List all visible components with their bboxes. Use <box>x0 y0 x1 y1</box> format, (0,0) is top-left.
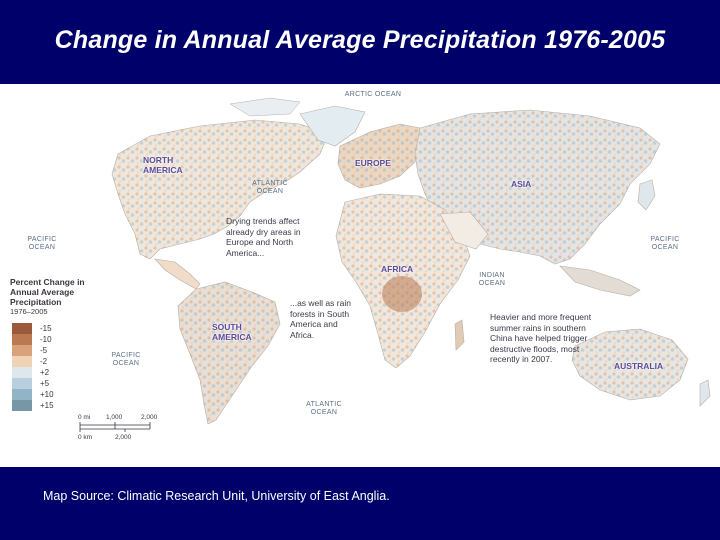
ocean-label-atlantic-south: ATLANTIC OCEAN <box>306 401 342 416</box>
world-map-graphic <box>79 97 711 432</box>
region-label-south-america: SOUTH AMERICA <box>212 322 252 342</box>
map-scale-bar <box>79 422 151 432</box>
ocean-label-pacific-south: PACIFIC OCEAN <box>111 352 141 367</box>
ocean-label-pacific-east: PACIFIC OCEAN <box>650 236 680 251</box>
source-bar: Map Source: Climatic Research Unit, Univ… <box>0 467 720 540</box>
map-source-credit: Map Source: Climatic Research Unit, Univ… <box>43 489 390 503</box>
scale-label-km-0: 0 km <box>78 434 93 441</box>
legend-swatch <box>12 356 32 367</box>
legend-entry: +5 <box>12 378 192 389</box>
region-label-europe: EUROPE <box>355 158 391 168</box>
region-label-asia: ASIA <box>511 179 532 189</box>
legend-value: +2 <box>40 368 50 377</box>
legend-swatch <box>12 367 32 378</box>
landmass-greenland <box>299 105 366 147</box>
legend-value: -5 <box>40 346 48 355</box>
title-bar: Change in Annual Average Precipitation 1… <box>0 0 720 84</box>
ocean-label-indian: INDIAN OCEAN <box>478 272 506 287</box>
legend-value: -2 <box>40 357 48 366</box>
legend-entry: -10 <box>12 334 192 345</box>
ocean-label-pacific-west: PACIFIC OCEAN <box>27 236 57 251</box>
legend-swatch <box>12 345 32 356</box>
legend-value: +10 <box>40 390 54 399</box>
landmass-arabia <box>439 211 489 250</box>
legend-swatch <box>12 400 32 411</box>
landmass-japan <box>637 179 656 211</box>
precipitation-map: ARCTIC OCEAN ATLANTIC OCEAN PACIFIC OCEA… <box>0 84 720 467</box>
region-label-africa: AFRICA <box>381 264 414 274</box>
legend-entry: -2 <box>12 356 192 367</box>
landmass-madagascar <box>454 319 465 351</box>
legend-swatch <box>12 334 32 345</box>
region-label-north-america: NORTH AMERICA <box>143 155 183 175</box>
scale-label-km-2000: 2,000 <box>115 434 132 441</box>
legend-entry: -15 <box>12 323 192 334</box>
annotation-rain-forests: ...as well as rain forests in South Amer… <box>290 298 351 340</box>
landmass-arctic-islands <box>229 97 301 117</box>
legend-swatch <box>12 378 32 389</box>
landmass-southeast-asia <box>559 265 641 297</box>
scale-label-mi-1000: 1,000 <box>106 414 123 421</box>
ocean-label-arctic: ARCTIC OCEAN <box>344 91 402 98</box>
slide-title: Change in Annual Average Precipitation 1… <box>54 26 666 54</box>
legend-entry: -5 <box>12 345 192 356</box>
legend-entry: +15 <box>12 400 192 411</box>
landmass-central-america <box>154 258 201 290</box>
landmass-new-zealand <box>699 379 711 407</box>
annotation-china-floods: Heavier and more frequent summer rains i… <box>490 312 592 364</box>
annotation-drying-trends: Drying trends affect already dry areas i… <box>226 216 301 258</box>
scale-label-mi-2000: 2,000 <box>141 414 158 421</box>
ocean-label-atlantic-north: ATLANTIC OCEAN <box>252 180 288 195</box>
legend-swatch <box>12 389 32 400</box>
scale-label-mi-0: 0 mi <box>78 414 91 421</box>
legend-value: -15 <box>40 324 52 333</box>
legend-title: Percent Change in Annual Average Precipi… <box>10 277 85 307</box>
legend-value: -10 <box>40 335 52 344</box>
legend-entry: +2 <box>12 367 192 378</box>
legend-swatch <box>12 323 32 334</box>
legend-entry: +10 <box>12 389 192 400</box>
region-label-australia: AUSTRALIA <box>614 361 664 371</box>
legend-period: 1976–2005 <box>10 307 48 316</box>
legend-value: +15 <box>40 401 54 410</box>
legend-value: +5 <box>40 379 50 388</box>
